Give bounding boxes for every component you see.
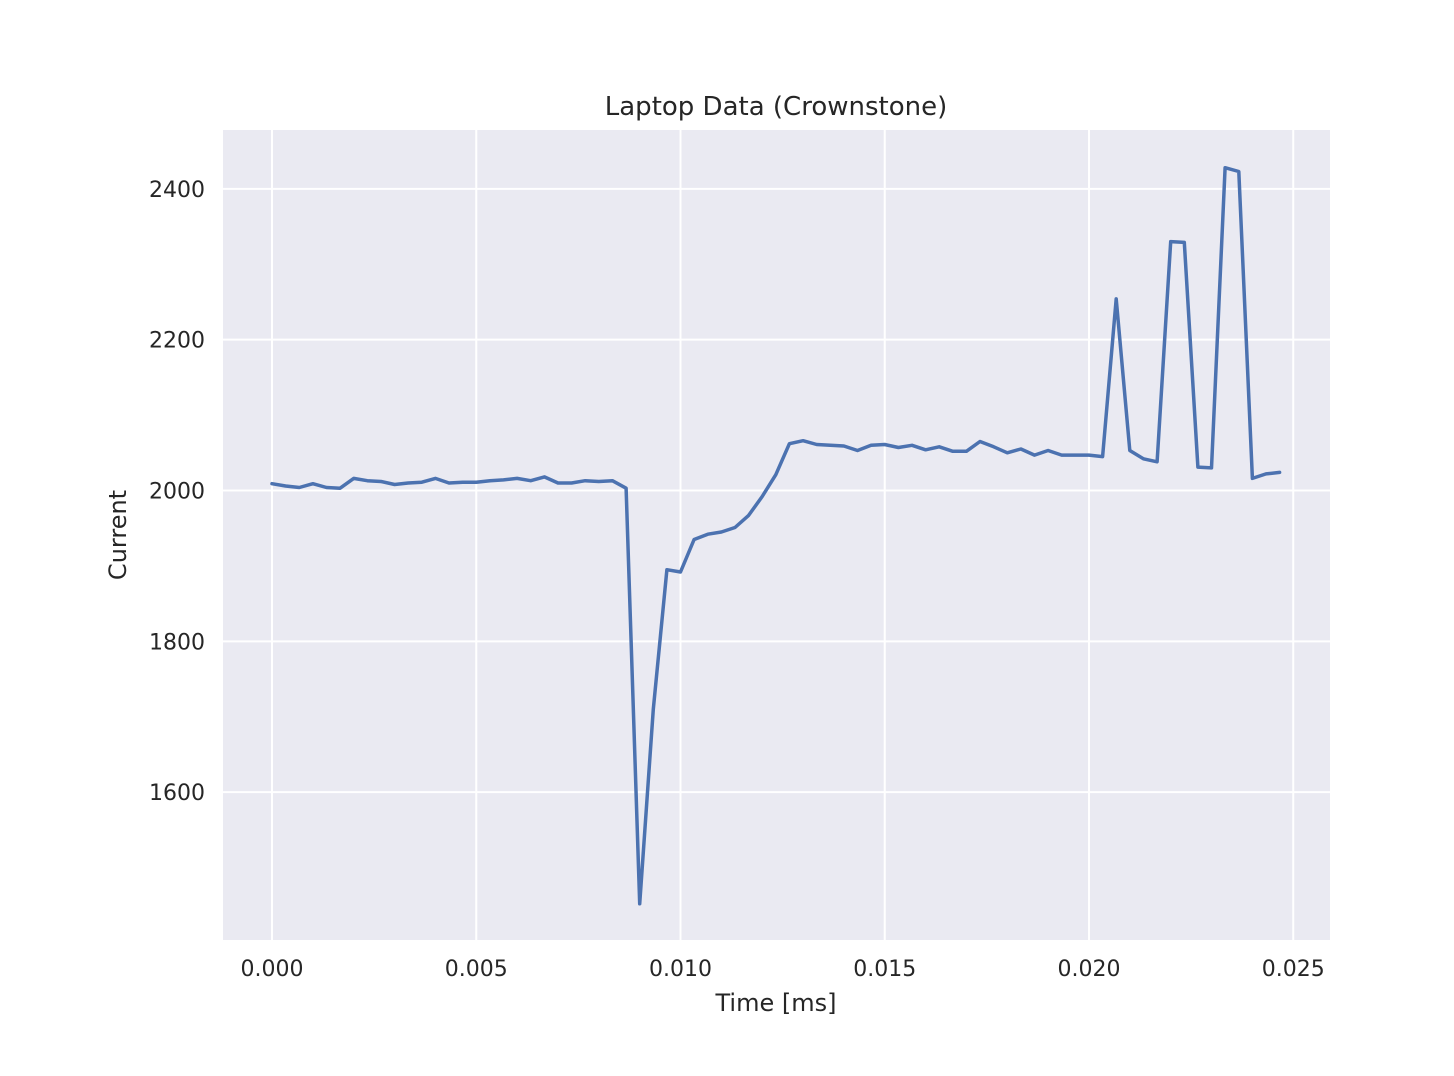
x-axis-label: Time [ms] [715, 989, 837, 1017]
x-tick-label: 0.015 [853, 957, 916, 982]
x-tick-label: 0.010 [649, 957, 712, 982]
y-tick-labels: 1600 1800 2000 2200 2400 [149, 178, 205, 806]
y-tick-label: 1800 [149, 630, 205, 655]
x-tick-label: 0.025 [1262, 957, 1325, 982]
chart-title: Laptop Data (Crownstone) [605, 92, 947, 122]
y-axis-label: Current [104, 490, 132, 580]
x-tick-label: 0.020 [1058, 957, 1121, 982]
y-tick-label: 1600 [149, 781, 205, 806]
y-tick-label: 2000 [149, 480, 205, 505]
grid-lines [223, 130, 1330, 940]
series-line [270, 165, 1282, 906]
x-tick-label: 0.005 [445, 957, 508, 982]
plot-background [223, 130, 1330, 940]
y-tick-label: 2200 [149, 329, 205, 354]
x-tick-label: 0.000 [241, 957, 304, 982]
x-tick-labels: 0.000 0.005 0.010 0.015 0.020 0.025 [241, 957, 1325, 982]
series-layer [270, 165, 1282, 906]
y-tick-label: 2400 [149, 178, 205, 203]
